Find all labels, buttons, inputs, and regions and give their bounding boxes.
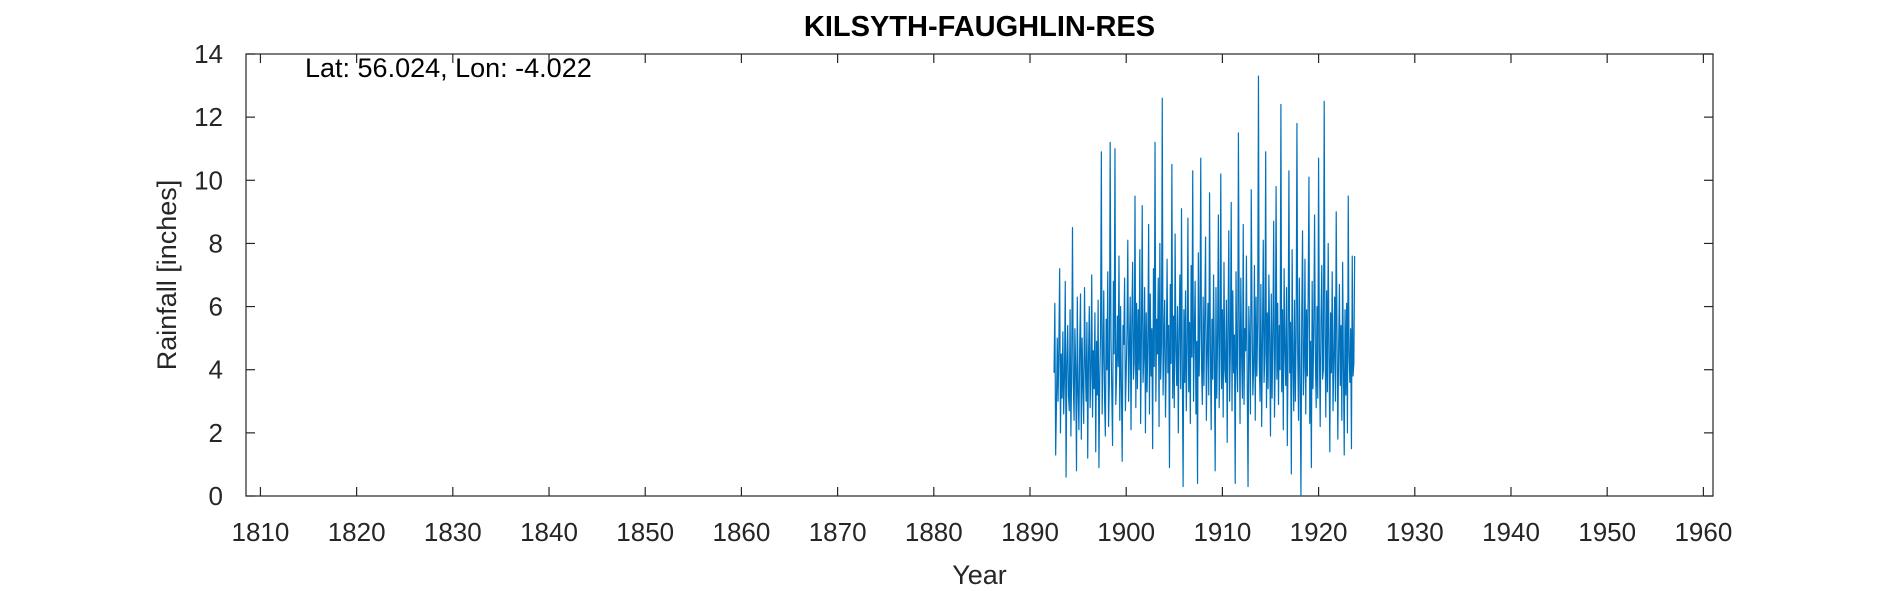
x-tick-label: 1850 (616, 517, 674, 547)
y-tick-label: 10 (194, 165, 223, 195)
location-annotation: Lat: 56.024, Lon: -4.022 (305, 53, 592, 83)
x-tick-label: 1900 (1097, 517, 1155, 547)
x-axis-label: Year (952, 560, 1007, 590)
x-tick-label: 1950 (1578, 517, 1636, 547)
y-tick-label: 6 (209, 292, 223, 322)
x-tick-label: 1910 (1193, 517, 1251, 547)
x-tick-label: 1810 (232, 517, 290, 547)
x-axis: 1810 1820 1830 1840 1850 1860 1870 1880 1890 1900… (232, 54, 1732, 547)
x-tick-label: 1920 (1290, 517, 1348, 547)
y-tick-label: 4 (209, 355, 223, 385)
y-tick-label: 14 (194, 39, 223, 69)
y-tick-label: 0 (209, 481, 223, 511)
y-tick-label: 8 (209, 228, 223, 258)
x-tick-label: 1890 (1001, 517, 1059, 547)
y-tick-label: 2 (209, 418, 223, 448)
y-axis: 0 2 4 6 8 10 12 14 (194, 39, 1713, 511)
x-tick-label: 1960 (1674, 517, 1732, 547)
x-tick-label: 1940 (1482, 517, 1540, 547)
x-tick-label: 1870 (809, 517, 867, 547)
y-tick-label: 12 (194, 102, 223, 132)
y-axis-label: Rainfall [inches] (152, 180, 182, 371)
x-tick-label: 1840 (520, 517, 578, 547)
x-tick-label: 1820 (328, 517, 386, 547)
x-tick-label: 1880 (905, 517, 963, 547)
x-tick-label: 1860 (712, 517, 770, 547)
chart-title: KILSYTH-FAUGHLIN-RES (804, 11, 1155, 43)
plot-area (245, 53, 1714, 497)
x-tick-label: 1830 (424, 517, 482, 547)
rainfall-series-line (1053, 75, 1356, 497)
x-tick-label: 1930 (1386, 517, 1444, 547)
